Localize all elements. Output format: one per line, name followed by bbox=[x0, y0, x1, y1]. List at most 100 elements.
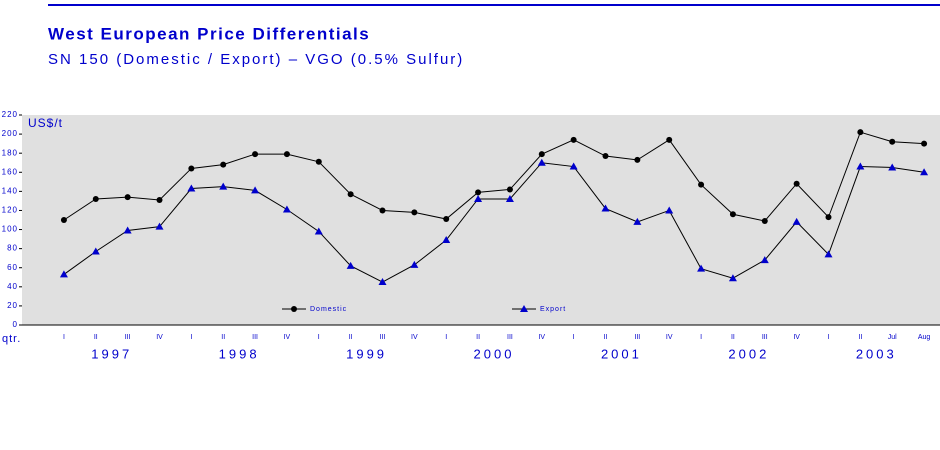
point bbox=[442, 236, 451, 244]
point bbox=[538, 151, 545, 158]
point bbox=[188, 165, 195, 172]
point bbox=[633, 217, 642, 225]
point bbox=[856, 162, 865, 170]
x-tick-label: IV bbox=[666, 334, 673, 341]
point bbox=[825, 214, 832, 221]
point bbox=[59, 270, 68, 278]
legend-label: Export bbox=[540, 306, 566, 313]
point bbox=[123, 226, 132, 234]
x-tick-label: III bbox=[507, 334, 513, 341]
year-label: 2003 bbox=[856, 346, 897, 361]
year-label: 2001 bbox=[601, 346, 642, 361]
year-label: 1997 bbox=[91, 346, 132, 361]
plot-area bbox=[22, 115, 940, 325]
x-tick-label: IV bbox=[793, 334, 800, 341]
point bbox=[314, 227, 323, 235]
point bbox=[282, 205, 291, 213]
point bbox=[634, 156, 641, 163]
x-tick-label: I bbox=[190, 334, 192, 341]
point bbox=[252, 151, 259, 158]
y-tick-label: 200 bbox=[2, 129, 18, 138]
x-tick-label: I bbox=[63, 334, 65, 341]
point bbox=[520, 305, 528, 312]
point bbox=[474, 195, 483, 202]
y-axis-label: US$/t bbox=[28, 116, 63, 130]
x-tick-label: I bbox=[318, 334, 320, 341]
point bbox=[124, 194, 131, 201]
x-tick-label: Aug bbox=[918, 334, 931, 341]
chart-subtitle: SN 150 (Domestic / Export) – VGO (0.5% S… bbox=[48, 51, 464, 68]
point bbox=[347, 191, 354, 198]
point bbox=[315, 158, 322, 165]
y-tick-label: 140 bbox=[2, 186, 18, 195]
x-tick-label: II bbox=[731, 334, 735, 341]
point bbox=[728, 274, 737, 282]
point bbox=[666, 136, 673, 143]
point bbox=[506, 186, 513, 193]
y-tick-label: 40 bbox=[7, 282, 18, 291]
point bbox=[857, 129, 864, 136]
point bbox=[475, 189, 482, 196]
x-tick-label: IV bbox=[411, 334, 418, 341]
point bbox=[411, 209, 418, 216]
point bbox=[379, 207, 386, 214]
x-tick-label: II bbox=[604, 334, 608, 341]
point bbox=[378, 278, 387, 286]
point bbox=[92, 196, 99, 202]
x-tick-label: IV bbox=[156, 334, 163, 341]
point bbox=[793, 180, 800, 187]
y-tick-label: 180 bbox=[2, 148, 18, 157]
x-tick-label: I bbox=[700, 334, 702, 341]
y-tick-label: 100 bbox=[2, 225, 18, 234]
x-tick-label: IV bbox=[284, 334, 291, 341]
point bbox=[91, 247, 100, 255]
legend-label: Domestic bbox=[310, 306, 347, 313]
point bbox=[346, 261, 355, 269]
point bbox=[761, 217, 768, 224]
year-label: 2000 bbox=[474, 346, 515, 361]
point bbox=[824, 250, 833, 258]
x-tick-label: Jul bbox=[888, 334, 897, 341]
point bbox=[698, 181, 705, 188]
point bbox=[569, 162, 578, 170]
point bbox=[156, 196, 163, 203]
point bbox=[697, 264, 706, 272]
point bbox=[792, 217, 801, 225]
x-tick-label: I bbox=[828, 334, 830, 341]
point bbox=[888, 163, 897, 171]
y-tick-label: 0 bbox=[13, 320, 18, 329]
point bbox=[537, 158, 546, 166]
point bbox=[155, 222, 164, 230]
x-tick-label: I bbox=[445, 334, 447, 341]
point bbox=[889, 138, 896, 145]
point bbox=[760, 256, 769, 264]
x-tick-label: I bbox=[573, 334, 575, 341]
point bbox=[729, 211, 736, 218]
x-tick-label: II bbox=[349, 334, 353, 341]
point bbox=[187, 184, 196, 192]
point bbox=[570, 136, 577, 143]
point bbox=[220, 161, 227, 168]
point bbox=[505, 195, 514, 202]
series-line bbox=[63, 131, 925, 222]
y-tick-label: 120 bbox=[2, 206, 18, 215]
x-tick-label: III bbox=[380, 334, 386, 341]
y-tick-label: 80 bbox=[7, 244, 18, 253]
y-tick-label: 160 bbox=[2, 167, 18, 176]
point bbox=[921, 140, 928, 147]
point bbox=[410, 260, 419, 268]
year-label: 1998 bbox=[219, 346, 260, 361]
x-tick-label: III bbox=[125, 334, 131, 341]
x-tick-label: II bbox=[858, 334, 862, 341]
point bbox=[251, 186, 260, 194]
y-tick-label: 220 bbox=[2, 110, 18, 119]
x-axis-label: qtr. bbox=[2, 333, 21, 345]
point bbox=[602, 153, 609, 160]
x-tick-label: II bbox=[221, 334, 225, 341]
x-tick-label: II bbox=[94, 334, 98, 341]
point bbox=[219, 182, 228, 190]
point bbox=[283, 151, 290, 158]
x-tick-label: IV bbox=[538, 334, 545, 341]
x-tick-label: III bbox=[634, 334, 640, 341]
